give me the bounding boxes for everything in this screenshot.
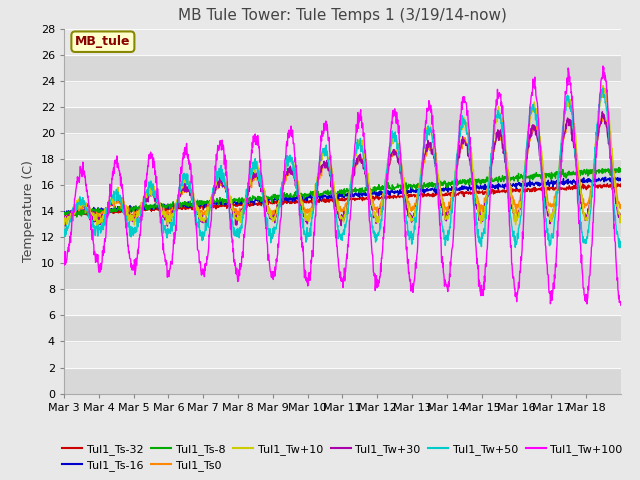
Bar [64, 341, 621, 368]
Y-axis label: Temperature (C): Temperature (C) [22, 160, 35, 262]
Bar [64, 368, 621, 394]
Bar [64, 264, 621, 289]
Legend: Tul1_Ts-32, Tul1_Ts-16, Tul1_Ts-8, Tul1_Ts0, Tul1_Tw+10, Tul1_Tw+30, Tul1_Tw+50,: Tul1_Ts-32, Tul1_Ts-16, Tul1_Ts-8, Tul1_… [58, 439, 627, 476]
Text: MB_tule: MB_tule [75, 35, 131, 48]
Bar [64, 237, 621, 264]
Bar [64, 159, 621, 185]
Bar [64, 133, 621, 159]
Title: MB Tule Tower: Tule Temps 1 (3/19/14-now): MB Tule Tower: Tule Temps 1 (3/19/14-now… [178, 9, 507, 24]
Bar [64, 315, 621, 341]
Bar [64, 289, 621, 315]
Bar [64, 185, 621, 211]
Bar [64, 81, 621, 107]
Bar [64, 29, 621, 55]
Bar [64, 107, 621, 133]
Bar [64, 55, 621, 81]
Bar [64, 211, 621, 237]
